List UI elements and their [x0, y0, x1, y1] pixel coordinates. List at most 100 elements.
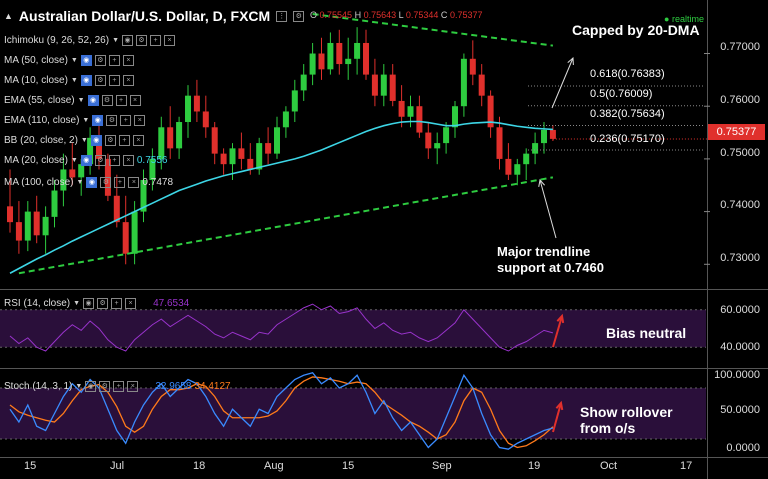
- bullish-candle: [185, 95, 191, 123]
- indicator-row-ema110[interactable]: EMA (110, close) ▼ ◉ ⚙ + ×: [4, 113, 146, 127]
- close-icon[interactable]: ×: [132, 134, 144, 146]
- add-icon[interactable]: +: [108, 154, 120, 166]
- settings-icon[interactable]: ⚙: [100, 176, 112, 188]
- close-icon[interactable]: ×: [134, 114, 146, 126]
- bullish-candle: [434, 143, 441, 149]
- bullish-candle: [309, 53, 316, 75]
- dropdown-icon[interactable]: ▼: [82, 116, 90, 124]
- settings-icon[interactable]: ⚙: [106, 114, 118, 126]
- close-icon[interactable]: ×: [127, 380, 139, 392]
- add-icon[interactable]: +: [118, 134, 130, 146]
- dropdown-icon[interactable]: ▼: [77, 96, 85, 104]
- dropdown-icon[interactable]: ▼: [70, 76, 78, 84]
- settings-icon[interactable]: ⚙: [101, 94, 113, 106]
- dropdown-icon[interactable]: ▼: [75, 382, 83, 390]
- add-icon[interactable]: +: [111, 297, 123, 309]
- bullish-candle: [300, 74, 307, 91]
- settings-icon[interactable]: ⚙: [136, 34, 147, 46]
- close-icon[interactable]: ×: [122, 74, 134, 86]
- price-tick-label: 0.75000: [720, 147, 760, 159]
- visibility-icon[interactable]: ◉: [80, 74, 92, 86]
- x-tick-label: 18: [193, 460, 206, 472]
- close-icon[interactable]: ×: [122, 154, 134, 166]
- add-icon[interactable]: +: [150, 34, 161, 46]
- dropdown-icon[interactable]: ▼: [76, 178, 84, 186]
- stoch-k-line: [9, 371, 554, 450]
- stoch-k-value: 32.9658: [155, 380, 192, 392]
- chart-gear-icon[interactable]: ⚙: [293, 10, 305, 22]
- visibility-icon[interactable]: ◉: [83, 297, 95, 309]
- x-tick-label: Sep: [432, 460, 452, 472]
- close-icon[interactable]: ×: [122, 54, 134, 66]
- bearish-candle: [96, 137, 102, 159]
- bullish-candle: [443, 127, 450, 144]
- visibility-icon[interactable]: ◉: [80, 54, 92, 66]
- settings-icon[interactable]: ⚙: [99, 380, 111, 392]
- settings-icon[interactable]: ⚙: [94, 74, 106, 86]
- close-icon[interactable]: ×: [128, 176, 140, 188]
- add-icon[interactable]: +: [108, 74, 120, 86]
- bullish-candle: [256, 143, 263, 170]
- dropdown-icon[interactable]: ▼: [80, 136, 88, 144]
- bearish-candle: [389, 74, 396, 101]
- indicator-label: MA (20, close): [4, 154, 68, 166]
- bearish-candle: [220, 153, 227, 165]
- annotation-arrow-stoch: [552, 402, 562, 433]
- x-tick-label: Jul: [110, 460, 125, 472]
- bearish-candle: [336, 42, 343, 65]
- close-icon[interactable]: ×: [125, 297, 137, 309]
- settings-icon[interactable]: ⚙: [94, 54, 106, 66]
- visibility-icon[interactable]: ◉: [90, 134, 102, 146]
- symbol-header: ▲ Australian Dollar/U.S. Dollar, D, FXCM…: [4, 6, 384, 26]
- chart-settings-icon[interactable]: ⋮: [276, 10, 288, 22]
- dropdown-icon[interactable]: ▼: [70, 156, 78, 164]
- visibility-icon[interactable]: ◉: [85, 380, 97, 392]
- bearish-candle: [15, 222, 22, 241]
- bearish-candle: [469, 58, 476, 75]
- collapse-icon[interactable]: ▲: [4, 11, 13, 21]
- low-label: L: [398, 10, 404, 20]
- bullish-candle: [140, 179, 147, 212]
- indicator-row-ichimoku[interactable]: Ichimoku (9, 26, 52, 26) ▼ ◉ ⚙ + ×: [4, 33, 175, 47]
- bearish-candle: [122, 222, 129, 254]
- visibility-icon[interactable]: ◉: [86, 176, 98, 188]
- stoch-tick-label: 100.0000: [714, 369, 760, 381]
- bullish-candle: [274, 127, 280, 154]
- rsi-line: [9, 303, 554, 352]
- visibility-icon[interactable]: ◉: [87, 94, 99, 106]
- rsi-label: RSI (14, close): [4, 297, 71, 309]
- stoch-panel-header[interactable]: Stoch (14, 3, 1) ▼ ◉ ⚙ + × 32.9658 34.4127: [4, 379, 231, 393]
- high-label: H: [354, 10, 362, 20]
- dropdown-icon[interactable]: ▼: [70, 56, 78, 64]
- indicator-row-ma20[interactable]: MA (20, close) ▼ ◉ ⚙ + × 0.7556: [4, 153, 167, 167]
- close-icon[interactable]: ×: [129, 94, 141, 106]
- visibility-icon[interactable]: ◉: [80, 154, 92, 166]
- indicator-row-ma50[interactable]: MA (50, close) ▼ ◉ ⚙ + ×: [4, 53, 134, 67]
- visibility-icon[interactable]: ◉: [92, 114, 104, 126]
- indicator-row-ema55[interactable]: EMA (55, close) ▼ ◉ ⚙ + ×: [4, 93, 141, 107]
- x-tick-label: 19: [528, 460, 541, 472]
- symbol-title: Australian Dollar/U.S. Dollar, D, FXCM: [18, 8, 271, 24]
- bearish-candle: [425, 132, 432, 149]
- bearish-candle: [69, 169, 76, 178]
- add-icon[interactable]: +: [114, 176, 126, 188]
- fib-label-500: 0.5(0.76009): [590, 88, 653, 100]
- add-icon[interactable]: +: [115, 94, 127, 106]
- dropdown-icon[interactable]: ▼: [73, 299, 81, 307]
- settings-icon[interactable]: ⚙: [104, 134, 116, 146]
- bearish-candle: [113, 195, 120, 223]
- rsi-panel-header[interactable]: RSI (14, close) ▼ ◉ ⚙ + × 47.6534: [4, 296, 189, 310]
- close-icon[interactable]: ×: [164, 34, 175, 46]
- indicator-row-ma100[interactable]: MA (100, close) ▼ ◉ ⚙ + × 0.7478: [4, 175, 173, 189]
- indicator-row-ma10[interactable]: MA (10, close) ▼ ◉ ⚙ + ×: [4, 73, 134, 87]
- indicator-row-bb20[interactable]: BB (20, close, 2) ▼ ◉ ⚙ + ×: [4, 133, 144, 147]
- settings-icon[interactable]: ⚙: [94, 154, 106, 166]
- add-icon[interactable]: +: [113, 380, 125, 392]
- add-icon[interactable]: +: [120, 114, 132, 126]
- visibility-icon[interactable]: ◉: [122, 34, 133, 46]
- dropdown-icon[interactable]: ▼: [112, 36, 119, 44]
- settings-icon[interactable]: ⚙: [97, 297, 109, 309]
- bullish-candle: [532, 143, 539, 154]
- bullish-candle: [327, 42, 334, 70]
- add-icon[interactable]: +: [108, 54, 120, 66]
